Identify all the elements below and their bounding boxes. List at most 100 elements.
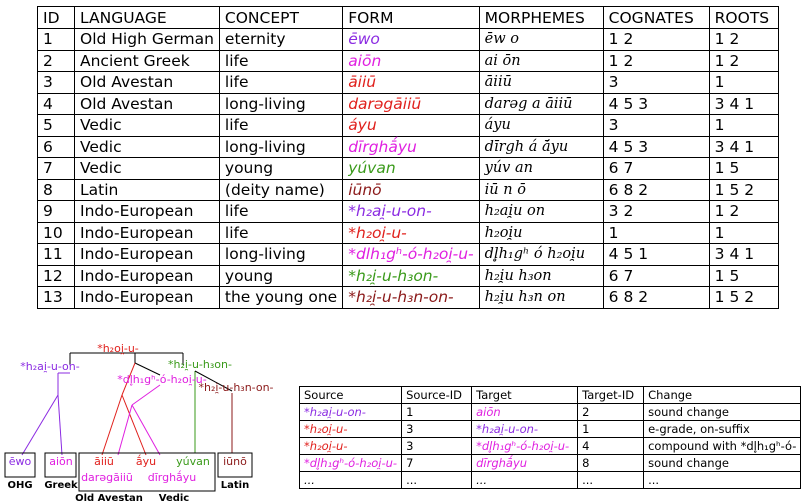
cognate-tree-diagram: *h₂oi̯-u- *h₂ai̯-u-on- *dl̥h₁gʰ-ó-h₂oi̯-… <box>4 342 274 503</box>
header-language: LANGUAGE <box>74 6 220 29</box>
change-cell-target: ... <box>471 471 579 489</box>
change-cell-source-id: ... <box>401 471 473 489</box>
tree-node-h2iun: *h₂i̯-u-h₃n-on- <box>198 381 273 394</box>
change-cell-target-id: 2 <box>577 403 645 421</box>
language-label-vedic: Vedic <box>159 493 190 503</box>
cell-cognates: 6 8 2 <box>602 286 710 309</box>
cell-roots: 1 <box>708 114 779 137</box>
change-cell-source: *h₂ai̯-u-on- <box>298 403 403 421</box>
change-cell-target: aiōn <box>471 403 579 421</box>
cell-cognates: 6 7 <box>602 264 710 287</box>
table-header-row: ID LANGUAGE CONCEPT FORM MORPHEMES COGNA… <box>37 6 779 29</box>
cell-language: Vedic <box>74 135 220 158</box>
cell-cognates: 4 5 3 <box>602 135 710 158</box>
tree-edge <box>101 394 123 456</box>
cell-roots: 1 5 <box>708 264 779 287</box>
cell-roots: 3 4 1 <box>708 135 779 158</box>
change-cell-source: *h₂oi̯-u- <box>298 420 403 438</box>
change-cell-change: sound change <box>643 403 802 421</box>
language-label-latin: Latin <box>221 480 249 491</box>
cell-id: 13 <box>37 286 75 309</box>
cell-form: dīrghā́yu <box>342 135 480 158</box>
tree-edge <box>134 362 161 376</box>
cell-morphemes: h₂oi̯u <box>478 221 604 244</box>
table-row: 12 Indo-European young *h₂i̯-u-h₃on-h₂i̯u h… <box>37 264 779 287</box>
cell-id: 9 <box>37 200 75 223</box>
cell-morphemes: áyu <box>478 114 604 137</box>
cell-morphemes: āiiū <box>478 71 604 94</box>
change-cell-source-id: 3 <box>401 437 473 455</box>
tree-edge <box>131 384 161 406</box>
change-cell-target-id: 4 <box>577 437 645 455</box>
cell-concept: eternity <box>218 28 344 51</box>
leaf-yuvan: yúvan <box>176 455 210 468</box>
cell-cognates: 1 2 <box>602 28 710 51</box>
change-cell-target: *dl̥h₁gʰ-ó-h₂oi̯-u- <box>471 437 579 455</box>
change-header-source: Source <box>298 386 403 404</box>
cell-language: Vedic <box>74 114 220 137</box>
cell-language: Indo-European <box>74 264 220 287</box>
leaf-iuno: iūnō <box>223 455 247 468</box>
table-row: 10 Indo-European life *h₂oi̯-u-h₂oi̯u 1 1 <box>37 221 779 244</box>
leaf-aiiu: āiiū <box>94 455 114 468</box>
tree-node-h2iu: *h₂i̯-u-h₃on- <box>168 358 232 371</box>
cell-cognates: 4 5 3 <box>602 92 710 115</box>
tree-root-node: *h₂oi̯-u- <box>97 342 139 355</box>
table-row: 13 Indo-European the young one *h₂i̯-u-h₃n-… <box>37 286 779 309</box>
cell-morphemes: ai ōn <box>478 49 604 72</box>
cell-roots: 1 2 <box>708 49 779 72</box>
cell-id: 3 <box>37 71 75 94</box>
cell-cognates: 1 2 <box>602 49 710 72</box>
tree-edge <box>121 394 147 456</box>
change-row: ............... <box>298 471 802 489</box>
tree-edge <box>194 370 233 392</box>
change-cell-source-id: 7 <box>401 454 473 472</box>
table-row: 4 Old Avestan long-living darəgāiiū darəg a … <box>37 92 779 115</box>
header-concept: CONCEPT <box>218 6 344 29</box>
cell-cognates: 1 <box>602 221 710 244</box>
table-row: 9 Indo-European life *h₂ai̯-u-on-h₂ai̯u on 3… <box>37 200 779 223</box>
cell-cognates: 4 5 1 <box>602 243 710 266</box>
cell-form: *dlh₁gʰ-ó-h₂oi̯-u- <box>342 243 480 266</box>
tree-node-dlhg: *dl̥h₁gʰ-ó-h₂oi̯-u- <box>117 373 207 386</box>
cell-concept: (deity name) <box>218 178 344 201</box>
cell-roots: 1 5 <box>708 157 779 180</box>
cell-language: Indo-European <box>74 200 220 223</box>
cell-language: Indo-European <box>74 221 220 244</box>
cell-roots: 1 5 2 <box>708 178 779 201</box>
tree-edge <box>57 394 63 456</box>
cell-language: Vedic <box>74 157 220 180</box>
cell-cognates: 3 <box>602 71 710 94</box>
cell-morphemes: yúv an <box>478 157 604 180</box>
change-header-source-id: Source-ID <box>401 386 473 404</box>
cognate-table: ID LANGUAGE CONCEPT FORM MORPHEMES COGNA… <box>37 6 779 309</box>
cell-language: Old Avestan <box>74 92 220 115</box>
change-cell-change: ... <box>643 471 802 489</box>
cell-morphemes: darəg a āiiū <box>478 92 604 115</box>
header-form: FORM <box>342 6 480 29</box>
cell-form: āiiū <box>342 71 480 94</box>
change-row: *h₂oi̯-u- 3 *dl̥h₁gʰ-ó-h₂oi̯-u- 4 compound w… <box>298 437 802 455</box>
change-cell-change: compound with *dl̥h₁gʰ-ó- <box>643 437 802 455</box>
cell-form: *h₂ai̯-u-on- <box>342 200 480 223</box>
leaf-darega: darəgāiiū <box>81 471 133 484</box>
cell-form: ēwo <box>342 28 480 51</box>
table-row: 11 Indo-European long-living *dlh₁gʰ-ó-h₂oi… <box>37 243 779 266</box>
cell-language: Ancient Greek <box>74 49 220 72</box>
tree-edge <box>121 362 136 396</box>
cell-id: 11 <box>37 243 75 266</box>
cell-language: Old High German <box>74 28 220 51</box>
tree-edge <box>117 404 133 456</box>
change-cell-target-id: 1 <box>577 420 645 438</box>
cell-id: 12 <box>37 264 75 287</box>
cell-language: Indo-European <box>74 286 220 309</box>
cell-form: *h₂i̯-u-h₃on- <box>342 264 480 287</box>
language-label-greek: Greek <box>44 480 78 491</box>
cell-language: Old Avestan <box>74 71 220 94</box>
cell-concept: long-living <box>218 243 344 266</box>
cell-cognates: 3 2 <box>602 200 710 223</box>
cell-form: *h₂oi̯-u- <box>342 221 480 244</box>
cell-form: darəgāiiū <box>342 92 480 115</box>
